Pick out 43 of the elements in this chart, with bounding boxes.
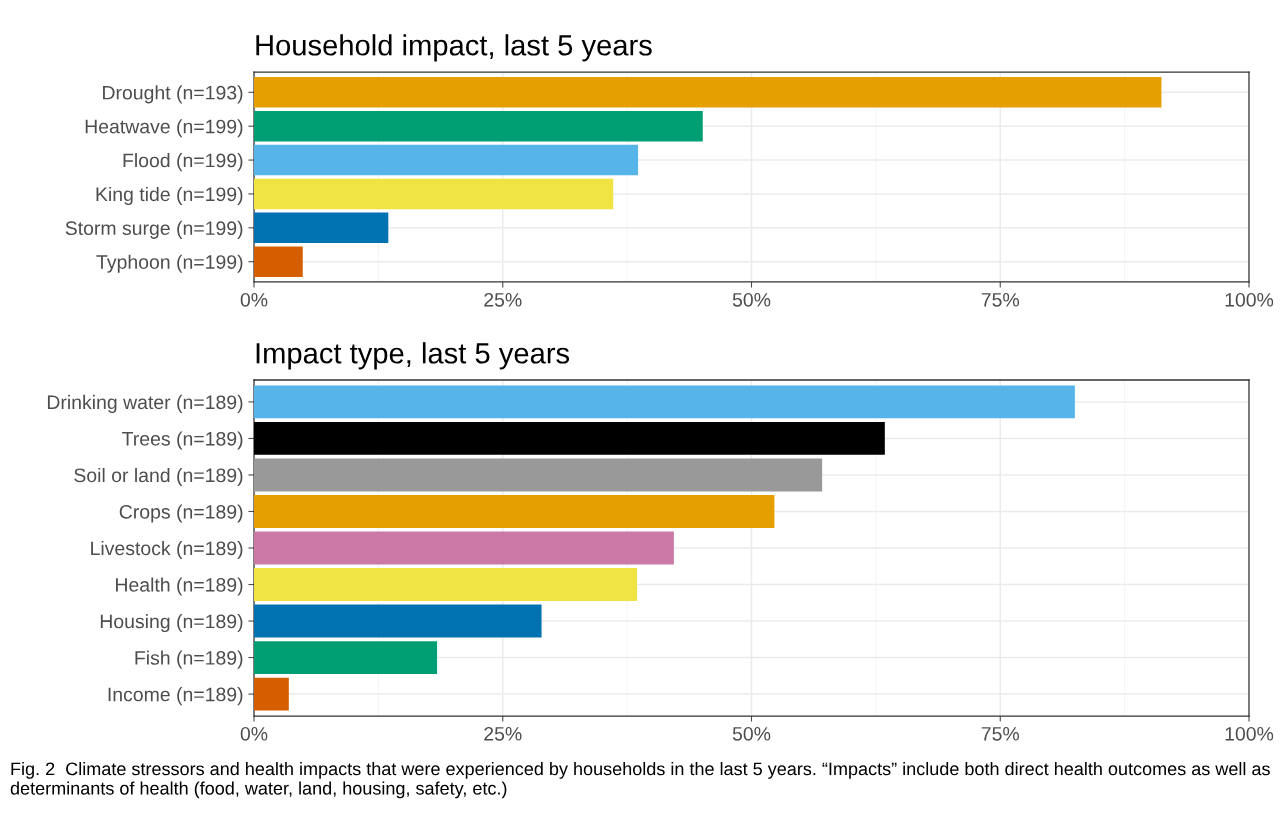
y-tick-label: Flood (n=199): [123, 153, 243, 172]
x-tick-label: 100%: [1225, 292, 1274, 307]
y-tick-label: Housing (n=189): [100, 614, 243, 633]
bar: [254, 495, 775, 528]
bar: [254, 385, 1075, 419]
bar: [254, 77, 1162, 108]
y-tick-label: Storm surge (n=199): [65, 220, 243, 239]
bar: [254, 531, 674, 565]
bar: [254, 422, 885, 455]
y-tick-label: Heatwave (n=199): [85, 119, 243, 138]
x-tick-label: 25%: [484, 726, 522, 741]
x-tick-label: 75%: [981, 293, 1020, 307]
x-tick-label: 75%: [981, 727, 1020, 741]
bar: [254, 178, 614, 210]
y-tick-label: Trees (n=189): [122, 431, 243, 450]
y-tick-label: Crops (n=189): [119, 504, 243, 523]
bar: [254, 568, 638, 601]
y-tick-label: Health (n=189): [116, 577, 243, 596]
y-tick-label: Income (n=189): [108, 687, 243, 706]
bar: [254, 110, 703, 142]
y-tick-label: Livestock (n=189): [91, 540, 243, 560]
x-tick-label: 25%: [484, 292, 522, 307]
x-tick-label: 0%: [240, 726, 268, 741]
caption: Fig. 2 Climate stressors and health impacts that were experienced by households in the last 5 years. “Impacts” include both direct health outcomes as well as determinants of health (food, water, land, housing, safety, etc.): [10, 762, 1270, 799]
x-tick-label: 50%: [732, 292, 771, 307]
bar: [254, 212, 389, 244]
bar: [254, 604, 542, 638]
bar: [254, 677, 289, 711]
bar: [254, 144, 639, 176]
bar: [254, 458, 823, 492]
x-tick-label: 50%: [732, 726, 771, 741]
bar: [254, 246, 303, 277]
x-tick-label: 0%: [240, 292, 268, 307]
y-tick-label: Drought (n=193): [103, 85, 243, 104]
x-tick-label: 100%: [1225, 726, 1274, 741]
y-tick-label: King tide (n=199): [96, 186, 243, 206]
chart-title: Household impact, last 5 years: [256, 34, 652, 62]
chart-title: Impact type, last 5 years: [256, 342, 570, 370]
bar: [254, 641, 438, 674]
y-tick-label: Typhoon (n=199): [96, 254, 243, 273]
y-tick-label: Fish (n=189): [135, 650, 243, 669]
y-tick-label: Drinking water (n=189): [47, 394, 243, 413]
y-tick-label: Soil or land (n=189): [74, 467, 243, 487]
